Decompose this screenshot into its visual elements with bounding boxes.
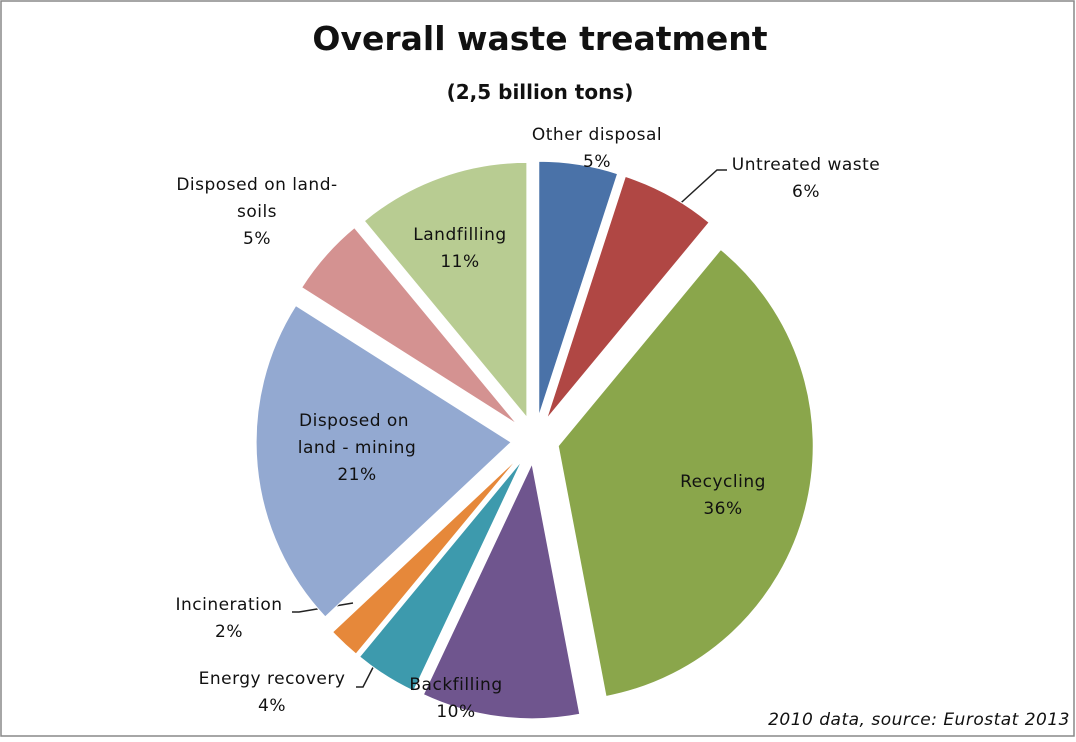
pie-slice	[331, 457, 519, 655]
pie-slice	[358, 459, 523, 692]
slice-label: Disposed on land-soils	[176, 175, 337, 222]
pie-slice	[546, 175, 710, 420]
chart-subtitle: (2,5 billion tons)	[447, 80, 634, 104]
slice-label: Energy recovery	[199, 669, 346, 689]
slice-value-label: 5%	[583, 152, 611, 172]
slice-value-label: 36%	[703, 499, 742, 519]
slice-value-label: 10%	[436, 702, 475, 722]
slice-label: Disposed on land - mining	[298, 411, 417, 458]
source-note: 2010 data, source: Eurostat 2013	[768, 710, 1070, 730]
slice-value-label: 4%	[258, 696, 286, 716]
slice-value-label: 2%	[215, 622, 243, 642]
slice-value-label: 21%	[337, 465, 376, 485]
slice-label: Other disposal	[532, 125, 662, 145]
slice-label: Recycling	[680, 472, 766, 492]
slice-value-label: 11%	[440, 252, 479, 272]
pie-slice	[255, 304, 512, 618]
slice-value-label: 5%	[243, 229, 271, 249]
pie-slice	[363, 161, 528, 419]
slice-label: Landfilling	[413, 225, 506, 245]
slice-value-label: 6%	[792, 182, 820, 202]
leader-line	[671, 169, 727, 212]
pie-slice	[557, 248, 814, 698]
slice-label: Backfilling	[409, 675, 502, 695]
chart-title: Overall waste treatment	[312, 19, 767, 58]
slice-label: Incineration	[175, 595, 282, 615]
slice-label: Untreated waste	[732, 155, 881, 175]
pie-slice	[301, 226, 518, 425]
pie-slice	[422, 462, 581, 720]
pie-slice	[538, 160, 619, 417]
